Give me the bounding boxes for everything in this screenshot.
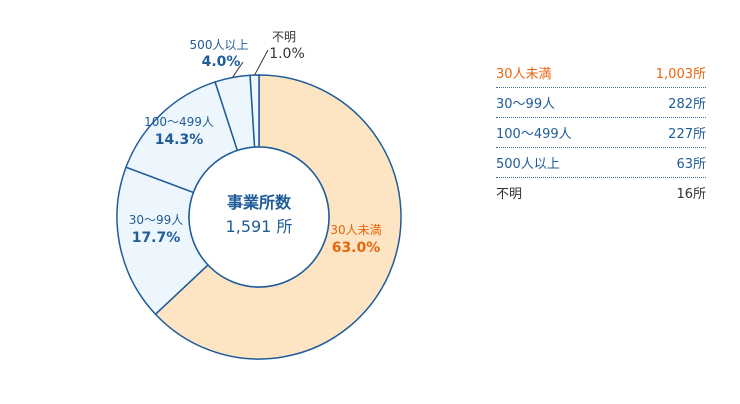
slice-percent: 14.3% xyxy=(155,132,204,148)
legend-label: 30〜99人 xyxy=(496,97,556,112)
legend-count: 1,003所 xyxy=(655,67,706,82)
legend-count: 227所 xyxy=(668,127,706,142)
slice-percent: 1.0% xyxy=(269,46,305,62)
legend-label: 不明 xyxy=(496,187,523,202)
center-title: 事業所数 xyxy=(227,193,292,212)
slice-label: 不明 xyxy=(272,30,296,44)
legend-row: 500人以上 63所 xyxy=(496,148,706,178)
legend-label: 500人以上 xyxy=(496,157,560,172)
legend-label: 100〜499人 xyxy=(496,127,572,142)
legend-row: 30〜99人 282所 xyxy=(496,88,706,118)
legend-label: 30人未満 xyxy=(496,67,552,82)
leader-line xyxy=(231,61,244,78)
legend-row: 100〜499人 227所 xyxy=(496,118,706,148)
slice-label: 30〜99人 xyxy=(129,213,184,227)
legend-count: 282所 xyxy=(668,97,706,112)
legend-count: 16所 xyxy=(676,187,706,202)
leader-line xyxy=(254,49,269,76)
slice-percent: 63.0% xyxy=(332,240,381,256)
slice-label: 30人未満 xyxy=(330,223,381,237)
legend-count: 63所 xyxy=(676,157,706,172)
legend-row: 不明 16所 xyxy=(496,178,706,207)
slice-percent: 17.7% xyxy=(132,230,181,246)
slice-label: 100〜499人 xyxy=(144,115,214,129)
donut-hole xyxy=(188,146,330,288)
slice-label: 500人以上 xyxy=(190,38,249,52)
slice-percent: 4.0% xyxy=(202,54,241,70)
legend-table: 30人未満 1,003所 30〜99人 282所 100〜499人 227所 5… xyxy=(496,58,706,207)
legend-row: 30人未満 1,003所 xyxy=(496,58,706,88)
center-value: 1,591 所 xyxy=(226,217,293,236)
